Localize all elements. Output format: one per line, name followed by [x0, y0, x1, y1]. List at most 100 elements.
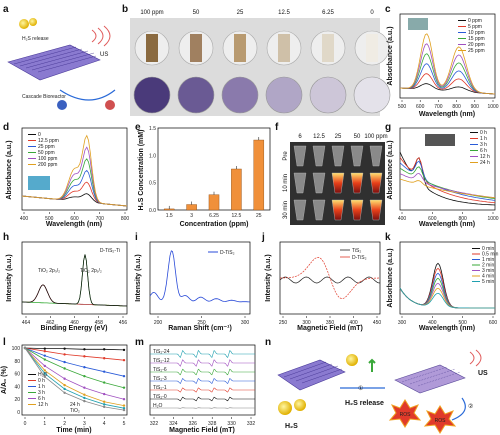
data-point [43, 372, 46, 375]
x-axis-label: Time (min) [56, 427, 91, 434]
tube [369, 172, 383, 194]
legend-label: 50 ppm [38, 150, 55, 156]
data-point [122, 408, 126, 412]
x-tick-label: 300 [241, 320, 250, 326]
data-point [83, 399, 86, 403]
panel-f-letter: f [275, 122, 279, 133]
data-point [43, 364, 46, 368]
tube [293, 145, 307, 167]
x-tick-label: 3 [190, 213, 193, 219]
panel-g: g 0 h1 h3 h6 h12 h24 h 400 600 800 1000 Wav… [385, 122, 499, 228]
absorbance-curve [399, 160, 496, 201]
panel-a-letter: a [3, 4, 9, 15]
data-point [103, 370, 106, 373]
data-point [103, 400, 106, 403]
data-point [122, 398, 126, 401]
up-arrow-icon [368, 358, 376, 372]
panel-b-letter: b [122, 4, 128, 15]
x-tick-label: 326 [189, 421, 198, 427]
data-point [63, 360, 66, 364]
series-line [24, 347, 125, 351]
data-point [103, 381, 106, 384]
x-tick-label: 12.5 [232, 213, 242, 219]
x-tick-label: 5 [123, 421, 126, 427]
tube [350, 145, 364, 167]
series-line [24, 347, 125, 377]
y-axis-label: H₂S Concentration (mM) [138, 130, 145, 211]
plot-frame [149, 241, 251, 315]
plot-frame [399, 127, 496, 211]
series-line [24, 347, 125, 361]
x-tick-label: 458 [95, 320, 104, 326]
absorbance-curve [399, 166, 496, 200]
bar [231, 168, 242, 211]
x-tick-label: 456 [119, 320, 128, 326]
x-tick-label: 450 [373, 320, 382, 326]
legend-label: 0 h [38, 378, 45, 384]
y-axis-label: Absorbance (a.u.) [387, 140, 394, 199]
panel-e: e 1.5 3 6.25 12.5 25 0.0 0.5 1.0 1.5 Concentrati… [135, 122, 271, 228]
x-tick-label: 600 [428, 216, 437, 222]
x-tick-label: 2 [63, 421, 66, 427]
legend-label: 0 [38, 132, 41, 138]
panel-h-letter: h [3, 232, 9, 243]
test-strip [278, 34, 290, 62]
series-line [24, 347, 125, 400]
y-axis-label: Intensity (a.u.) [135, 254, 142, 301]
data-point [103, 357, 106, 360]
y-tick-label: 100 [12, 346, 21, 352]
enzyme-icon [105, 100, 115, 110]
tube [369, 199, 383, 221]
legend-label: 3 h [38, 390, 45, 396]
x-tick-label: 800 [121, 216, 130, 222]
x-tick-label: 350 [326, 320, 335, 326]
ros-burst-icon [423, 405, 457, 434]
absorbance-curve [399, 157, 496, 204]
plot-frame [21, 241, 128, 315]
legend-label: 0 ppm [468, 18, 482, 24]
legend-label: 12.5 ppm [38, 138, 59, 144]
panel-b: b 100 ppm 50 25 12.5 6.25 0 [122, 4, 391, 116]
trace-label: TiS₂-3 [153, 376, 167, 382]
x-axis-label: Magnetic Field (mT) [169, 427, 235, 434]
legend-label: 24 h [480, 160, 490, 166]
h2s-release-label: H₂S release [22, 36, 49, 42]
tube [293, 172, 307, 194]
legend-label: 3 min [482, 268, 494, 274]
x-tick-label: 400 [428, 320, 437, 326]
legend-label: 1 h [38, 384, 45, 390]
data-point [83, 374, 86, 378]
legend-label: 12 h [480, 154, 490, 160]
solution-well [133, 76, 171, 114]
concentration-label: 6.25 [322, 10, 334, 16]
panel-k-letter: k [385, 232, 391, 243]
tube [331, 145, 345, 167]
data-point [63, 391, 66, 394]
legend-label: 10 ppm [468, 30, 485, 36]
epr-trace [150, 378, 255, 384]
series-line [24, 347, 125, 411]
y-tick-label: 80 [14, 359, 20, 365]
h2s-release-label: H₂S release [345, 400, 384, 407]
panel-j: j TiS₂ D-TiS₂ 250 300 350 400 450 Magnetic F… [261, 232, 381, 332]
epr-trace [150, 396, 255, 402]
x-tick-label: 464 [22, 320, 31, 326]
legend-label: 6 h [480, 148, 487, 154]
x-tick-label: 462 [46, 320, 55, 326]
x-tick-label: 1000 [487, 104, 498, 110]
column-label: 25 [335, 134, 342, 140]
y-axis-label: Intensity (a.u.) [265, 254, 272, 301]
legend-label: 20 ppm [468, 42, 485, 48]
data-point [83, 396, 86, 400]
x-axis-label: Binding Energy (eV) [41, 325, 108, 332]
absorbance-curve [399, 178, 496, 199]
concentration-label: 0 [370, 10, 374, 16]
x-tick-label: 600 [489, 320, 498, 326]
x-tick-label: 3 [83, 421, 86, 427]
x-tick-label: 700 [96, 216, 105, 222]
x-tick-label: 400 [349, 320, 358, 326]
y-tick-label: 40 [14, 384, 20, 390]
y-tick-label: 20 [14, 397, 20, 403]
